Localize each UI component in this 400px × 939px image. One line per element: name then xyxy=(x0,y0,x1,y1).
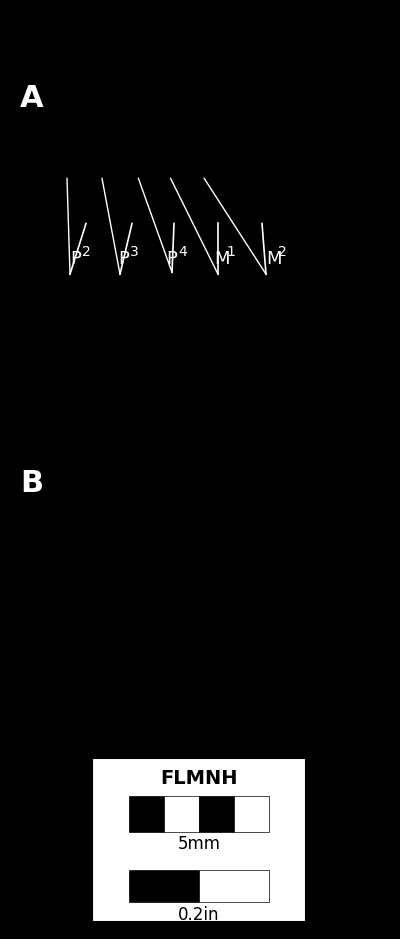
Bar xyxy=(130,870,199,902)
Text: 3: 3 xyxy=(130,245,139,259)
Bar xyxy=(234,795,268,832)
Text: M: M xyxy=(266,250,282,268)
Bar xyxy=(130,795,164,832)
Text: 2: 2 xyxy=(278,245,287,259)
Text: P: P xyxy=(166,250,177,268)
Text: B: B xyxy=(20,470,43,498)
Text: A: A xyxy=(20,85,44,113)
Text: 1: 1 xyxy=(226,245,235,259)
Text: FLMNH: FLMNH xyxy=(160,769,238,788)
Text: 2: 2 xyxy=(82,245,91,259)
Text: 5mm: 5mm xyxy=(178,835,220,853)
Bar xyxy=(199,870,268,902)
Bar xyxy=(199,795,234,832)
Text: M: M xyxy=(214,250,230,268)
Text: P: P xyxy=(70,250,81,268)
Text: P: P xyxy=(118,250,129,268)
Text: 4: 4 xyxy=(178,245,187,259)
Text: 0.2in: 0.2in xyxy=(178,905,220,924)
Bar xyxy=(164,795,199,832)
